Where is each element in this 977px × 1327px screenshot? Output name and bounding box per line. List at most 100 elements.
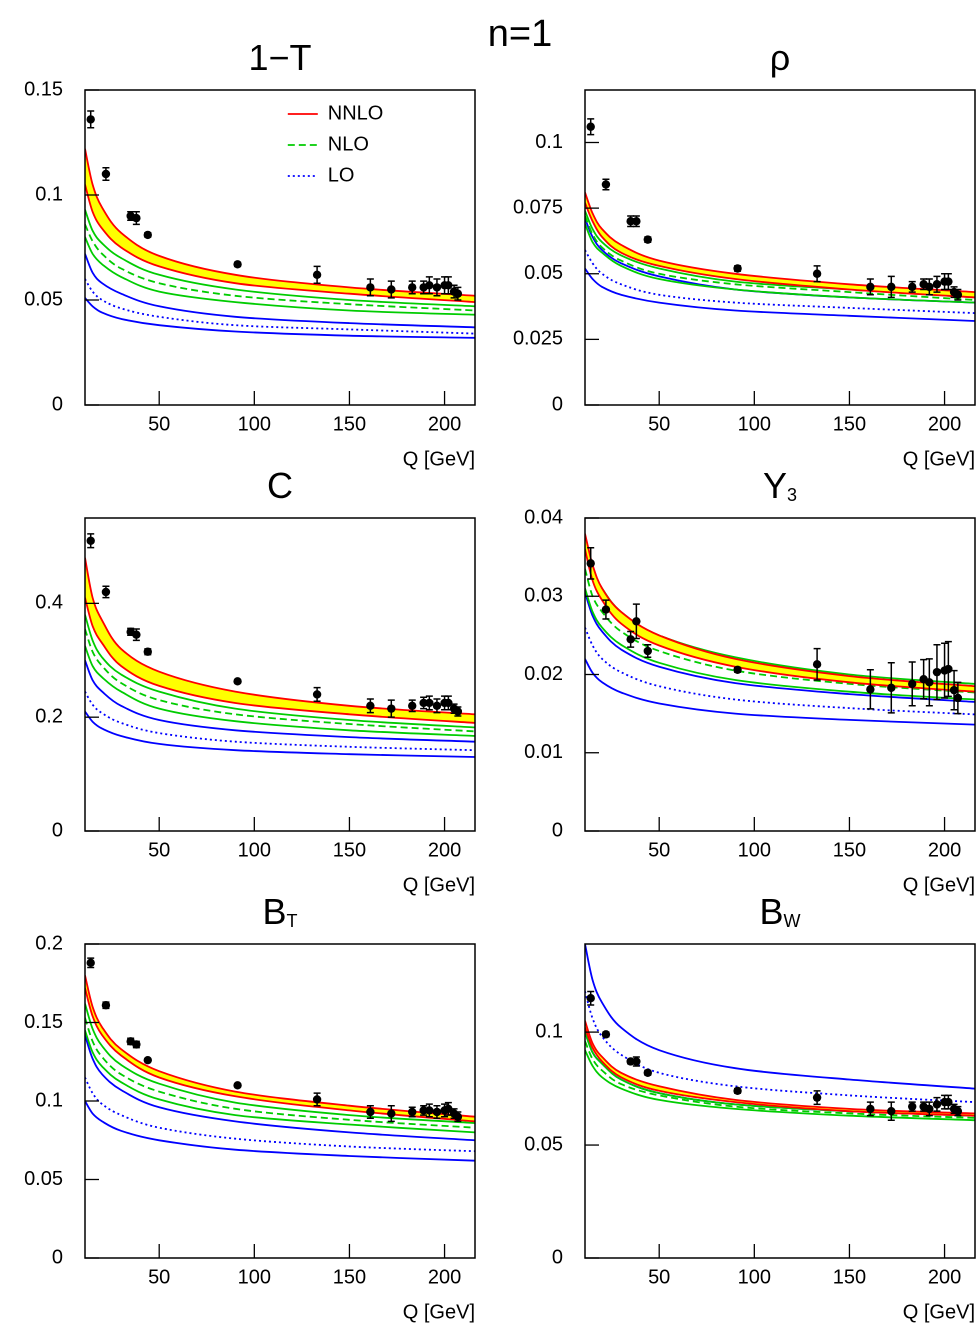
data-point	[944, 277, 953, 286]
data-point	[733, 665, 742, 675]
frame	[84, 517, 476, 832]
data-point	[366, 283, 375, 292]
legend-label: LO	[328, 164, 355, 186]
x-tick-label: 150	[833, 1266, 866, 1288]
data-point	[733, 264, 742, 273]
panel-title-main: Y	[763, 465, 787, 506]
data-point	[953, 1106, 963, 1116]
data-point	[453, 289, 463, 298]
y-tick-label: 0.2	[35, 932, 63, 954]
panel-title: BW	[759, 891, 800, 932]
curve-lower	[585, 267, 975, 322]
plot-area	[85, 148, 475, 339]
y-tick-label: 0	[552, 393, 563, 415]
curve-values	[85, 1017, 475, 1129]
data-point	[887, 683, 896, 693]
data-point	[366, 1107, 375, 1117]
frame	[584, 89, 976, 406]
data-point	[601, 1030, 611, 1039]
data-point	[925, 678, 934, 687]
x-tick-label: 200	[428, 413, 461, 435]
curve-upper	[85, 253, 475, 329]
x-axis-label: Q [GeV]	[403, 448, 475, 470]
data-point	[949, 685, 959, 695]
panel-title: BT	[262, 891, 297, 932]
data-point	[812, 1093, 822, 1102]
data-point	[453, 707, 463, 716]
x-tick-label: 200	[928, 839, 961, 861]
curve-lower	[585, 1049, 975, 1122]
band	[585, 192, 975, 298]
y-tick-label: 0	[52, 393, 63, 415]
data-point	[143, 230, 152, 240]
curve-upper	[85, 148, 475, 297]
data-point	[101, 587, 111, 597]
data-point	[101, 1001, 111, 1010]
data-point	[626, 635, 635, 644]
data-point	[86, 958, 95, 968]
curve-values	[585, 215, 975, 301]
y-tick-label: 0.04	[524, 506, 563, 528]
data-point	[953, 290, 963, 299]
x-tick-label: 50	[648, 1266, 670, 1288]
data-point	[953, 693, 963, 703]
data-point	[944, 1097, 953, 1107]
data-point	[908, 1102, 917, 1111]
data-point	[432, 283, 442, 292]
curve-upper	[85, 557, 475, 716]
x-tick-label: 200	[428, 839, 461, 861]
data-point	[432, 701, 442, 710]
x-axis-label: Q [GeV]	[403, 1301, 475, 1323]
curve-lower	[85, 1100, 475, 1162]
data-point	[601, 605, 611, 614]
y-tick-label: 0	[552, 1246, 563, 1268]
x-tick-label: 100	[238, 413, 271, 435]
data-point	[866, 685, 875, 694]
panel-title: 1−T	[248, 37, 311, 78]
curve-values	[85, 628, 475, 733]
data-point	[86, 115, 95, 124]
plot-area	[585, 192, 975, 322]
data-point	[387, 285, 396, 294]
panel-title-main: B	[262, 891, 286, 932]
data-point	[632, 617, 641, 626]
x-tick-label: 50	[148, 839, 170, 861]
panel-title-main: ρ	[770, 37, 790, 78]
curve-upper	[85, 614, 475, 729]
x-tick-label: 50	[148, 413, 170, 435]
panel-title-main: B	[759, 891, 783, 932]
data-point	[233, 260, 242, 269]
plot-area	[585, 533, 975, 726]
x-axis-label: Q [GeV]	[403, 874, 475, 896]
band	[85, 557, 475, 723]
data-point	[453, 1112, 463, 1121]
data-point	[932, 667, 942, 677]
x-tick-label: 200	[928, 413, 961, 435]
data-point	[408, 1107, 417, 1117]
curve-values	[585, 249, 975, 314]
data-point	[132, 213, 141, 223]
data-point	[643, 1068, 652, 1077]
curve-upper	[85, 975, 475, 1118]
y-tick-label: 0	[52, 1246, 63, 1268]
curve-lower	[585, 202, 975, 299]
panel-title-sub: 3	[787, 485, 797, 505]
data-point	[143, 647, 152, 656]
data-point	[586, 559, 595, 568]
band	[585, 533, 975, 692]
data-point	[887, 282, 896, 292]
panel-title-sub: T	[287, 911, 298, 931]
curve-values	[85, 1077, 475, 1153]
panel-title: C	[267, 465, 293, 506]
panel-title: Y3	[763, 465, 797, 506]
y-tick-label: 0.05	[24, 1168, 63, 1190]
y-tick-label: 0.1	[535, 1020, 563, 1042]
curve-values	[585, 627, 975, 716]
y-tick-label: 0.1	[535, 131, 563, 153]
page-title: n=1	[488, 13, 552, 55]
data-point	[444, 281, 453, 290]
x-tick-label: 100	[738, 413, 771, 435]
data-point	[132, 1040, 141, 1049]
y-tick-label: 0.15	[24, 78, 63, 100]
